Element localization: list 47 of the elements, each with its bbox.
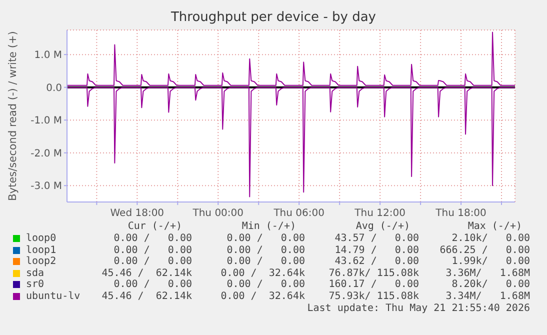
x-tick-label: Thu 06:00 xyxy=(272,208,324,220)
text: 76.87k/ 115.08k xyxy=(328,268,419,279)
y-tick-label: -1.0 M xyxy=(30,116,62,127)
y-tick-label: 1.0 M xyxy=(34,50,62,62)
text: Min (-/+) xyxy=(242,221,296,232)
y-tick-label: 0.0 xyxy=(46,82,62,94)
x-tick-label: Thu 18:00 xyxy=(434,208,486,220)
text: 666.25 / 0.00 xyxy=(440,244,530,256)
text: 45.46 / 62.14k xyxy=(102,291,192,302)
text: Avg (-/+) xyxy=(356,221,410,232)
text: 0.00 / 0.00 xyxy=(114,233,192,244)
text: 1.99k/ 0.00 xyxy=(452,256,530,268)
text: 75.93k/ 115.08k xyxy=(328,291,419,302)
text: 0.00 / 0.00 xyxy=(114,279,192,290)
legend-label: sr0 xyxy=(26,279,44,290)
x-tick-label: Thu 12:00 xyxy=(354,208,406,220)
text: 8.20k/ 0.00 xyxy=(452,279,530,290)
x-tick-label: Wed 18:00 xyxy=(110,208,164,220)
text: 0.00 / 0.00 xyxy=(114,256,192,268)
legend-label: loop2 xyxy=(26,256,56,268)
text: 3.34M/ 1.68M xyxy=(446,291,530,302)
text: 0.00 / 0.00 xyxy=(226,233,305,244)
text: 0.00 / 32.64k xyxy=(220,268,305,279)
text: 0.00 / 0.00 xyxy=(226,256,305,268)
y-axis-title: Bytes/second read (-) / write (+) xyxy=(7,31,19,201)
text: 3.36M/ 1.68M xyxy=(446,268,530,279)
text: 14.79 / 0.00 xyxy=(334,244,419,256)
legend-label: loop0 xyxy=(26,233,56,244)
text: Last update: Thu May 21 21:55:40 2026 xyxy=(307,302,530,314)
legend-label: ubuntu-lv xyxy=(26,291,80,302)
text: 43.62 / 0.00 xyxy=(334,256,419,268)
legend-label: loop1 xyxy=(26,244,56,256)
text: 2.10k/ 0.00 xyxy=(452,233,530,244)
x-tick-label: Thu 00:00 xyxy=(192,208,244,220)
y-tick-label: -3.0 M xyxy=(30,181,62,192)
y-tick-label: -2.0 M xyxy=(30,148,62,160)
chart-title: Throughput per device - by day xyxy=(170,10,378,25)
text: 0.00 / 0.00 xyxy=(226,279,305,290)
legend-label: sda xyxy=(26,268,44,279)
text: 0.00 / 32.64k xyxy=(220,291,305,302)
text: 160.17 / 0.00 xyxy=(328,279,419,290)
text: Max (-/+) xyxy=(468,221,522,232)
text: 43.57 / 0.00 xyxy=(334,233,419,244)
text: 0.00 / 0.00 xyxy=(226,244,305,256)
text: Cur (-/+) xyxy=(128,221,182,232)
text: 0.00 / 0.00 xyxy=(114,244,192,256)
text: 45.46 / 62.14k xyxy=(102,268,192,279)
